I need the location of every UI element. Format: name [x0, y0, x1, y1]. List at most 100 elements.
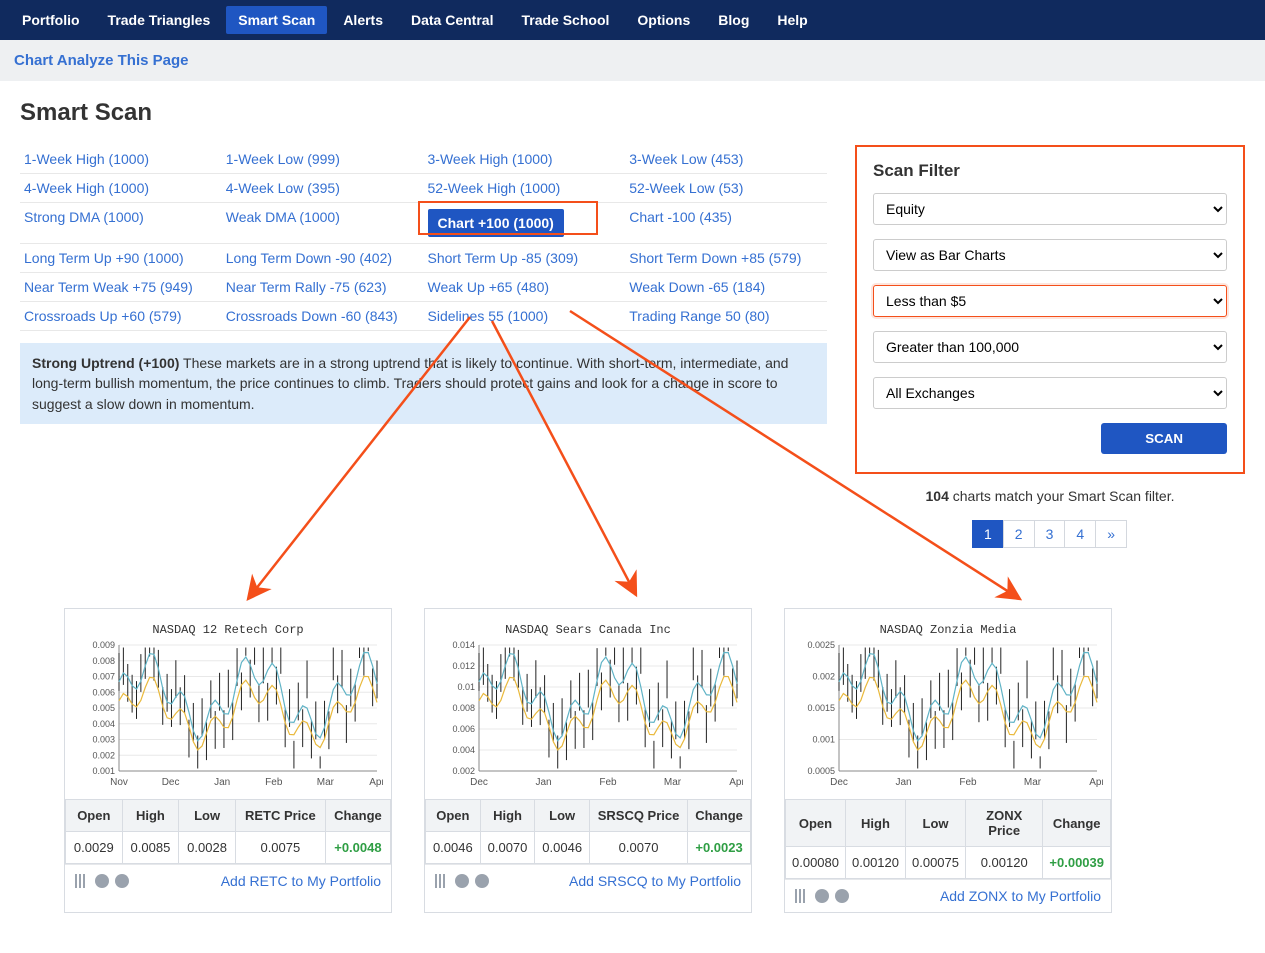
pagination: 1234» — [855, 520, 1245, 548]
svg-text:0.001: 0.001 — [92, 766, 115, 776]
svg-text:0.004: 0.004 — [452, 745, 475, 755]
svg-text:0.001: 0.001 — [812, 735, 835, 745]
filter-title: Scan Filter — [873, 161, 1227, 181]
main-content: Smart Scan 1-Week High (1000)1-Week Low … — [0, 81, 1265, 953]
nav-options[interactable]: Options — [625, 6, 702, 34]
scan-link[interactable]: 1-Week Low (999) — [226, 151, 340, 167]
scan-link[interactable]: Near Term Weak +75 (949) — [24, 279, 193, 295]
scan-link[interactable]: 3-Week High (1000) — [428, 151, 553, 167]
svg-text:Feb: Feb — [959, 777, 977, 788]
scan-link[interactable]: Short Term Down +85 (579) — [629, 250, 801, 266]
nav-trade-triangles[interactable]: Trade Triangles — [96, 6, 223, 34]
charts-row: NASDAQ 12 Retech Corp0.0090.0080.0070.00… — [20, 608, 1245, 913]
download-icon[interactable] — [475, 874, 489, 888]
scan-link[interactable]: Weak Up +65 (480) — [428, 279, 550, 295]
filter-select-3[interactable]: Greater than 100,000 — [873, 331, 1227, 363]
svg-text:Mar: Mar — [664, 777, 682, 788]
filter-select-1[interactable]: View as Bar Charts — [873, 239, 1227, 271]
scan-link[interactable]: Sidelines 55 (1000) — [428, 308, 549, 324]
cell: +0.0048 — [325, 832, 390, 864]
scan-link[interactable]: Crossroads Down -60 (843) — [226, 308, 398, 324]
svg-text:Feb: Feb — [599, 777, 617, 788]
page-»[interactable]: » — [1095, 520, 1127, 548]
scan-link[interactable]: 1-Week High (1000) — [24, 151, 149, 167]
filter-select-4[interactable]: All Exchanges — [873, 377, 1227, 409]
cell: 0.0070 — [480, 832, 535, 864]
cell: 0.0046 — [426, 832, 481, 864]
svg-text:0.01: 0.01 — [457, 682, 475, 692]
svg-text:0.0025: 0.0025 — [807, 640, 835, 650]
page-1[interactable]: 1 — [972, 520, 1004, 548]
scan-button[interactable]: SCAN — [1101, 423, 1227, 454]
svg-text:0.014: 0.014 — [452, 640, 475, 650]
nav-portfolio[interactable]: Portfolio — [10, 6, 92, 34]
scan-link[interactable]: 4-Week High (1000) — [24, 180, 149, 196]
svg-text:Nov: Nov — [110, 777, 128, 788]
bars-icon[interactable] — [795, 889, 809, 903]
chart-analyze-link[interactable]: Chart Analyze This Page — [14, 52, 189, 69]
nav-smart-scan[interactable]: Smart Scan — [226, 6, 327, 34]
clock-icon[interactable] — [455, 874, 469, 888]
nav-trade-school[interactable]: Trade School — [509, 6, 621, 34]
svg-text:Mar: Mar — [317, 777, 335, 788]
nav-data-central[interactable]: Data Central — [399, 6, 505, 34]
scan-link[interactable]: Trading Range 50 (80) — [629, 308, 769, 324]
scan-link[interactable]: 4-Week Low (395) — [226, 180, 340, 196]
nav-blog[interactable]: Blog — [706, 6, 761, 34]
match-count: 104 — [926, 488, 949, 504]
scan-link[interactable]: Long Term Down -90 (402) — [226, 250, 392, 266]
page-4[interactable]: 4 — [1064, 520, 1096, 548]
download-icon[interactable] — [115, 874, 129, 888]
svg-text:Jan: Jan — [895, 777, 911, 788]
svg-text:0.012: 0.012 — [452, 661, 475, 671]
svg-text:0.004: 0.004 — [92, 719, 115, 729]
page-3[interactable]: 3 — [1034, 520, 1066, 548]
scan-link[interactable]: 3-Week Low (453) — [629, 151, 743, 167]
scan-link[interactable]: 52-Week High (1000) — [428, 180, 561, 196]
nav-help[interactable]: Help — [765, 6, 819, 34]
col-header: Change — [688, 800, 751, 832]
download-icon[interactable] — [835, 889, 849, 903]
svg-text:0.002: 0.002 — [812, 672, 835, 682]
cell: 0.0028 — [179, 832, 236, 864]
col-header: Change — [1043, 800, 1111, 847]
add-to-portfolio-link[interactable]: Add SRSCQ to My Portfolio — [569, 873, 741, 889]
add-to-portfolio-link[interactable]: Add RETC to My Portfolio — [221, 873, 381, 889]
col-header: Open — [786, 800, 846, 847]
scan-link[interactable]: Near Term Rally -75 (623) — [226, 279, 387, 295]
bars-icon[interactable] — [435, 874, 449, 888]
cell: 0.00120 — [846, 847, 906, 879]
filter-select-0[interactable]: Equity — [873, 193, 1227, 225]
sub-bar: Chart Analyze This Page — [0, 40, 1265, 81]
clock-icon[interactable] — [95, 874, 109, 888]
page-2[interactable]: 2 — [1003, 520, 1035, 548]
filter-select-2[interactable]: Less than $5 — [873, 285, 1227, 317]
description-title: Strong Uptrend (+100) — [32, 355, 179, 371]
svg-text:Mar: Mar — [1024, 777, 1042, 788]
col-header: Change — [325, 800, 390, 832]
scan-link[interactable]: Weak Down -65 (184) — [629, 279, 765, 295]
scan-link[interactable]: Crossroads Up +60 (579) — [24, 308, 182, 324]
svg-text:0.005: 0.005 — [92, 703, 115, 713]
scan-link[interactable]: Short Term Up -85 (309) — [428, 250, 579, 266]
svg-text:0.002: 0.002 — [452, 766, 475, 776]
chart-title: NASDAQ 12 Retech Corp — [65, 609, 391, 639]
svg-text:0.006: 0.006 — [92, 687, 115, 697]
clock-icon[interactable] — [815, 889, 829, 903]
scan-link[interactable]: 52-Week Low (53) — [629, 180, 743, 196]
scan-link[interactable]: Chart -100 (435) — [629, 209, 732, 225]
cell: 0.0070 — [590, 832, 688, 864]
scan-link[interactable]: Strong DMA (1000) — [24, 209, 144, 225]
price-table: OpenHighLowRETC PriceChange0.00290.00850… — [65, 799, 391, 864]
nav-alerts[interactable]: Alerts — [331, 6, 395, 34]
col-header: RETC Price — [235, 800, 325, 832]
chart-plot: 0.0140.0120.010.0080.0060.0040.002DecJan… — [425, 639, 751, 799]
price-table: OpenHighLowZONX PriceChange0.000800.0012… — [785, 799, 1111, 879]
add-to-portfolio-link[interactable]: Add ZONX to My Portfolio — [940, 888, 1101, 904]
scan-link[interactable]: Long Term Up +90 (1000) — [24, 250, 184, 266]
description-box: Strong Uptrend (+100) These markets are … — [20, 343, 827, 424]
scan-link-selected[interactable]: Chart +100 (1000) — [428, 209, 564, 237]
chart-plot: 0.0090.0080.0070.0060.0050.0040.0030.002… — [65, 639, 391, 799]
bars-icon[interactable] — [75, 874, 89, 888]
scan-link[interactable]: Weak DMA (1000) — [226, 209, 340, 225]
